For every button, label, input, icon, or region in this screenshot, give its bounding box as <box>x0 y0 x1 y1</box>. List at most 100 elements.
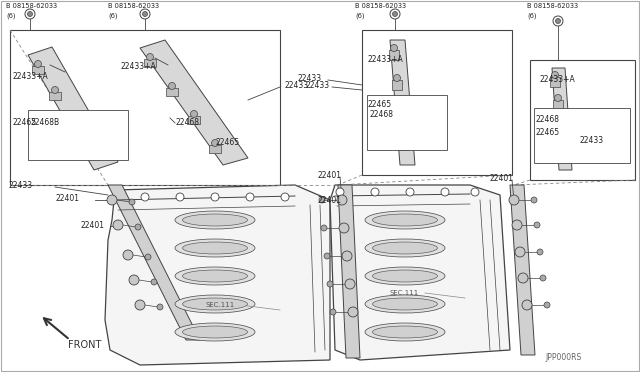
Circle shape <box>123 250 133 260</box>
Circle shape <box>406 188 414 196</box>
Ellipse shape <box>365 239 445 257</box>
Circle shape <box>553 16 563 26</box>
Polygon shape <box>166 88 178 96</box>
Circle shape <box>25 9 35 19</box>
Ellipse shape <box>182 326 248 338</box>
Circle shape <box>211 193 219 201</box>
Circle shape <box>557 119 564 126</box>
Ellipse shape <box>175 323 255 341</box>
Text: 22433: 22433 <box>298 74 322 83</box>
Bar <box>530 60 635 180</box>
Circle shape <box>129 275 139 285</box>
Circle shape <box>390 45 397 51</box>
Ellipse shape <box>372 270 438 282</box>
Ellipse shape <box>175 239 255 257</box>
Polygon shape <box>510 185 535 355</box>
Circle shape <box>281 193 289 201</box>
Ellipse shape <box>372 326 438 338</box>
Polygon shape <box>108 185 200 340</box>
Text: 22433: 22433 <box>306 80 330 90</box>
Polygon shape <box>390 40 415 165</box>
Circle shape <box>35 61 42 67</box>
Circle shape <box>107 195 117 205</box>
Text: (6): (6) <box>355 12 365 19</box>
Ellipse shape <box>182 214 248 226</box>
Circle shape <box>512 220 522 230</box>
Text: 22433: 22433 <box>285 80 309 90</box>
Circle shape <box>324 253 330 259</box>
Text: 22465: 22465 <box>215 138 239 147</box>
Circle shape <box>342 251 352 261</box>
Circle shape <box>534 222 540 228</box>
Polygon shape <box>32 66 44 74</box>
Circle shape <box>191 110 198 118</box>
Ellipse shape <box>182 298 248 310</box>
Text: SEC.111: SEC.111 <box>205 302 234 308</box>
Ellipse shape <box>175 295 255 313</box>
Polygon shape <box>559 150 569 160</box>
Text: 22465: 22465 <box>12 118 36 127</box>
Text: B 08158-62033: B 08158-62033 <box>108 3 159 9</box>
Circle shape <box>113 220 123 230</box>
Circle shape <box>394 74 401 81</box>
Circle shape <box>556 19 561 23</box>
Circle shape <box>371 188 379 196</box>
Circle shape <box>129 199 135 205</box>
Bar <box>367 95 447 150</box>
Text: (6): (6) <box>108 12 118 19</box>
Ellipse shape <box>372 214 438 226</box>
Circle shape <box>168 83 175 90</box>
Circle shape <box>176 193 184 201</box>
Circle shape <box>561 144 568 151</box>
Circle shape <box>135 224 141 230</box>
Circle shape <box>522 300 532 310</box>
Circle shape <box>246 193 254 201</box>
Ellipse shape <box>365 211 445 229</box>
Text: 22401: 22401 <box>318 196 342 205</box>
Circle shape <box>552 71 559 78</box>
Circle shape <box>441 188 449 196</box>
Polygon shape <box>67 118 79 126</box>
Text: 22401: 22401 <box>55 193 79 202</box>
Circle shape <box>151 279 157 285</box>
Bar <box>362 30 512 175</box>
Polygon shape <box>395 110 405 120</box>
Circle shape <box>70 112 77 119</box>
Circle shape <box>157 304 163 310</box>
Polygon shape <box>398 140 408 150</box>
Text: 22433+A: 22433+A <box>540 75 576 84</box>
Text: JPP000RS: JPP000RS <box>545 353 581 362</box>
Circle shape <box>348 307 358 317</box>
Text: B 08158-62033: B 08158-62033 <box>527 3 578 9</box>
Text: B 08158-62033: B 08158-62033 <box>6 3 57 9</box>
Text: 22468: 22468 <box>370 110 394 119</box>
Circle shape <box>330 309 336 315</box>
Circle shape <box>51 87 58 93</box>
Polygon shape <box>84 144 96 152</box>
Polygon shape <box>49 92 61 100</box>
Polygon shape <box>105 185 330 365</box>
Circle shape <box>321 225 327 231</box>
Circle shape <box>540 275 546 281</box>
Circle shape <box>399 135 406 141</box>
Circle shape <box>509 195 519 205</box>
Ellipse shape <box>365 267 445 285</box>
Polygon shape <box>144 59 156 67</box>
Polygon shape <box>209 145 221 153</box>
Polygon shape <box>330 185 510 360</box>
Ellipse shape <box>372 298 438 310</box>
Polygon shape <box>389 50 399 60</box>
Circle shape <box>392 12 397 16</box>
Polygon shape <box>553 100 563 110</box>
Circle shape <box>140 9 150 19</box>
Text: 22401: 22401 <box>490 173 514 183</box>
Circle shape <box>339 223 349 233</box>
Circle shape <box>147 54 154 61</box>
Ellipse shape <box>182 270 248 282</box>
Polygon shape <box>392 80 402 90</box>
Ellipse shape <box>365 323 445 341</box>
Circle shape <box>515 247 525 257</box>
Text: 22465: 22465 <box>368 100 392 109</box>
Text: (6): (6) <box>6 12 15 19</box>
Bar <box>28 110 128 160</box>
